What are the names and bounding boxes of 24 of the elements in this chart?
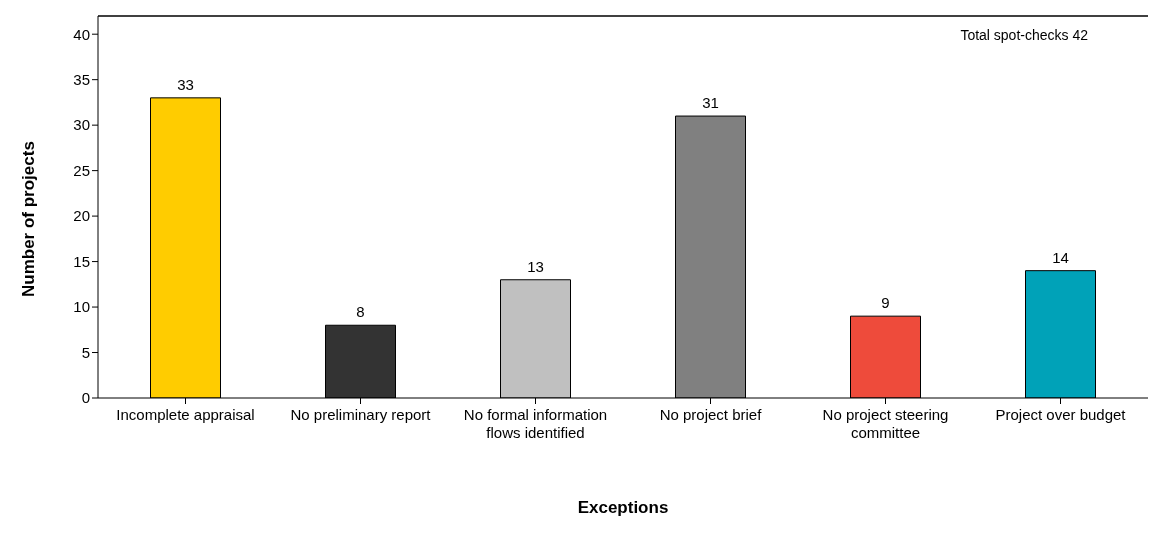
y-tick-label: 5: [81, 343, 90, 361]
y-tick-label: 35: [73, 70, 90, 88]
data-label: 33: [177, 75, 194, 93]
y-tick-label: 20: [73, 207, 90, 225]
x-tick-label: No project brief: [659, 406, 763, 423]
x-tick-label: No project steering committee: [822, 406, 949, 441]
ref-line-label: Total spot-checks 42: [960, 27, 1089, 43]
x-tick-label: No preliminary report: [290, 406, 432, 423]
data-label: 8: [356, 303, 365, 321]
x-axis-title: Exceptions: [577, 498, 669, 517]
y-tick-label: 25: [73, 161, 90, 179]
data-label: 31: [702, 94, 719, 112]
data-label: 14: [1052, 248, 1069, 266]
x-tick-label: No formal information flows identified: [463, 406, 608, 441]
y-tick-label: 40: [73, 25, 90, 43]
y-tick-label: 10: [73, 298, 90, 316]
data-label: 13: [527, 257, 544, 275]
y-tick-label: 0: [81, 389, 90, 407]
x-tick-label: Incomplete appraisal: [116, 406, 255, 423]
y-tick-label: 15: [73, 252, 90, 270]
y-tick-label: 30: [73, 116, 90, 134]
data-label: 9: [881, 294, 890, 312]
x-tick-label: Project over budget: [995, 406, 1127, 423]
y-axis-title: Number of projects: [19, 141, 39, 297]
